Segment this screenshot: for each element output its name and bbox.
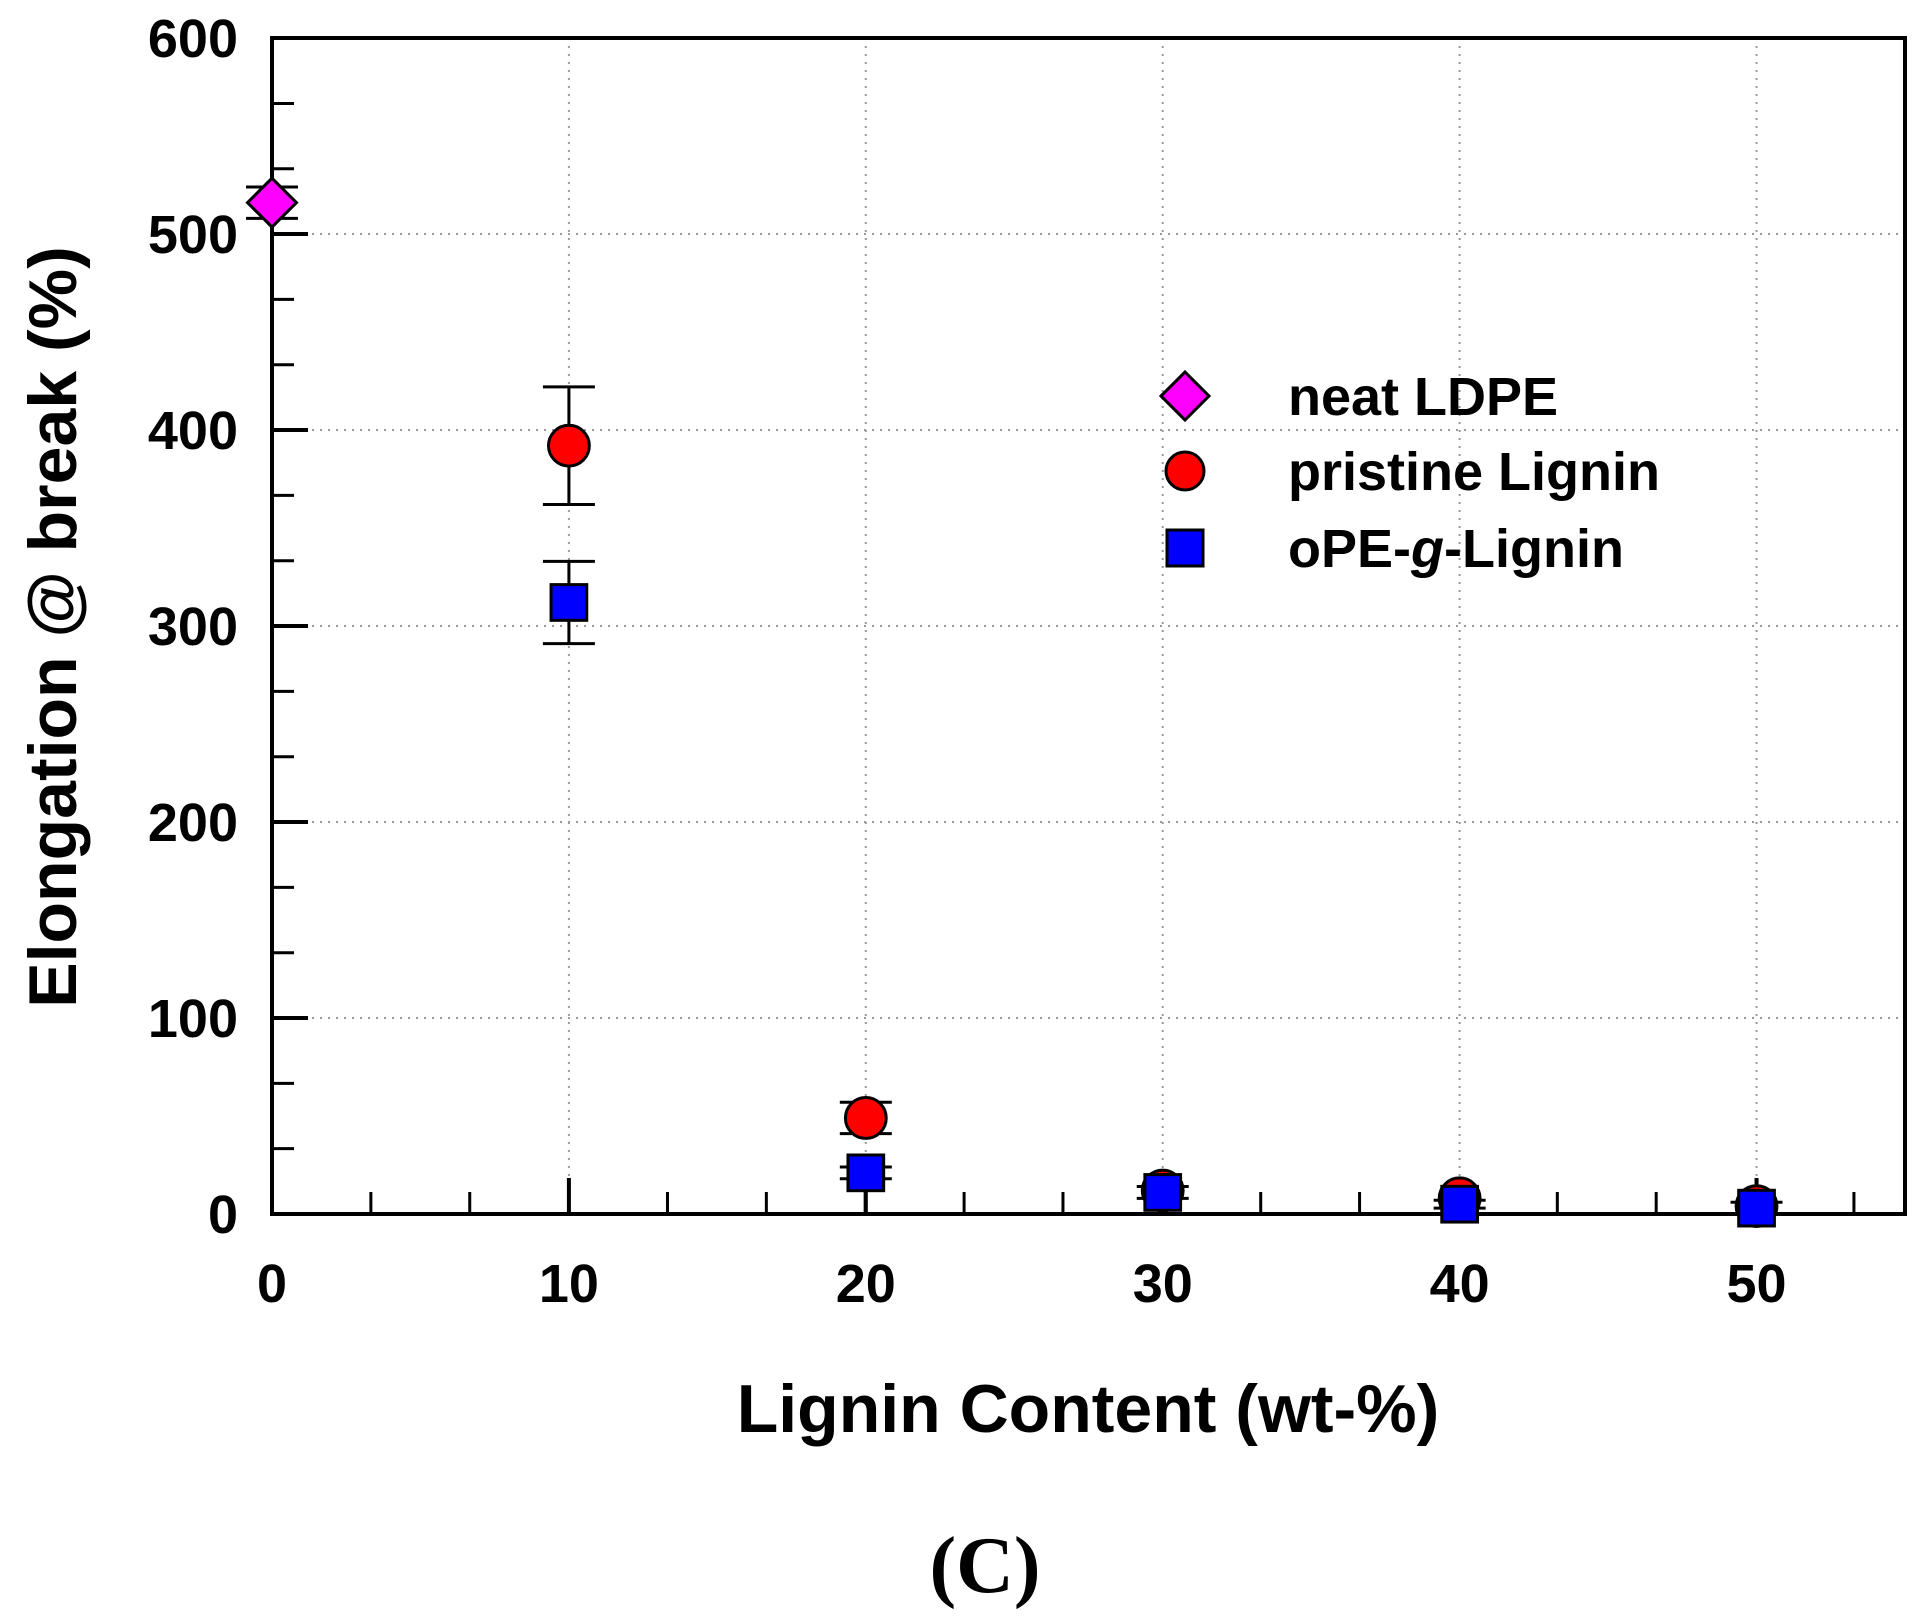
x-tick-label: 40	[1430, 1254, 1490, 1314]
legend-label-pristine-lignin: pristine Lignin	[1288, 442, 1660, 502]
data-point-pristine-lignin	[843, 1096, 888, 1140]
legend-label-part-italic: g	[1410, 519, 1444, 579]
y-axis-title: Elongation @ break (%)	[15, 246, 91, 1007]
data-point-pristine-lignin	[547, 423, 591, 468]
y-tick-label: 200	[148, 793, 238, 853]
legend-label-neat-ldpe: neat LDPE	[1288, 367, 1558, 427]
data-point-ope-g-lignin	[846, 1153, 886, 1193]
data-point-ope-g-lignin	[1143, 1173, 1183, 1212]
data-point-ope-g-lignin	[1440, 1184, 1479, 1224]
y-tick-label: 400	[148, 401, 238, 461]
legend-item-pristine-lignin: pristine Lignin	[1164, 442, 1660, 502]
y-tick-label: 300	[148, 597, 238, 657]
legend-label-part: -Lignin	[1444, 519, 1624, 579]
x-tick-label: 50	[1727, 1254, 1787, 1314]
grid-lines	[272, 38, 1905, 1214]
y-tick-labels: 0 100 200 300 400 500 600	[148, 9, 238, 1245]
data-point-ope-g-lignin	[1737, 1188, 1776, 1228]
legend-label-part: oPE-	[1288, 519, 1411, 579]
x-tick-label: 30	[1133, 1254, 1193, 1314]
legend-marker-square	[1165, 528, 1205, 568]
x-axis-title: Lignin Content (wt-%)	[737, 1371, 1439, 1447]
x-tick-labels: 0 10 20 30 40 50	[257, 1254, 1787, 1314]
plot-frame	[270, 36, 1907, 1216]
legend-label-ope-g-lignin: oPE-g-Lignin	[1288, 519, 1624, 579]
panel-label: (C)	[929, 1522, 1040, 1610]
data-points	[245, 176, 1783, 1229]
legend-marker-circle	[1164, 450, 1206, 492]
y-tick-label: 500	[148, 205, 238, 265]
legend: neat LDPE pristine Lignin oPE-g-Lignin	[1158, 367, 1660, 579]
data-point-neat-ldpe	[245, 176, 299, 230]
data-point-ope-g-lignin	[549, 583, 589, 622]
legend-item-neat-ldpe: neat LDPE	[1158, 367, 1558, 427]
x-tick-label: 20	[836, 1254, 896, 1314]
y-tick-label: 100	[148, 989, 238, 1049]
x-tick-label: 10	[539, 1254, 599, 1314]
legend-marker-diamond	[1158, 369, 1212, 423]
y-tick-label: 600	[148, 9, 238, 69]
x-tick-label: 0	[257, 1254, 287, 1314]
y-tick-label: 0	[208, 1185, 238, 1245]
legend-item-ope-g-lignin: oPE-g-Lignin	[1165, 519, 1624, 579]
